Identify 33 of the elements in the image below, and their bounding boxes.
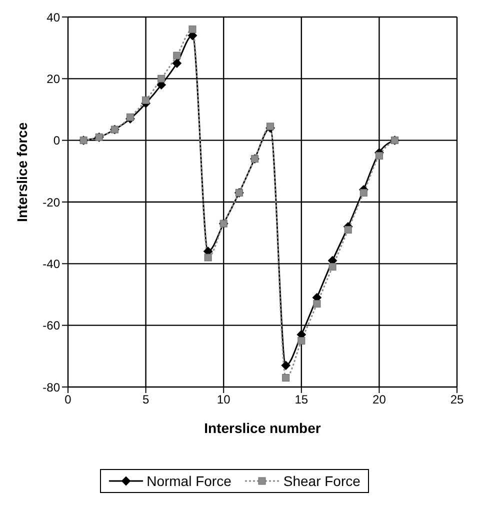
y-axis-title: Interslice force bbox=[14, 122, 30, 222]
legend-label: Shear Force bbox=[283, 473, 360, 489]
x-tick-label: 5 bbox=[142, 392, 150, 407]
point bbox=[204, 254, 212, 262]
point bbox=[126, 113, 134, 121]
point bbox=[142, 96, 150, 104]
y-tick-label: -40 bbox=[42, 256, 60, 271]
y-tick-label: -60 bbox=[42, 318, 60, 333]
point bbox=[328, 263, 336, 270]
y-tick-label: -80 bbox=[42, 380, 60, 394]
point bbox=[281, 360, 290, 370]
point bbox=[282, 374, 290, 382]
y-tick-label: -20 bbox=[42, 195, 60, 210]
point bbox=[375, 152, 383, 160]
point bbox=[158, 74, 166, 82]
x-tick-label: 15 bbox=[294, 392, 308, 407]
legend-label: Normal Force bbox=[146, 473, 232, 489]
x-tick-label: 10 bbox=[216, 392, 231, 407]
point bbox=[188, 26, 196, 34]
x-tick-label: 25 bbox=[450, 392, 464, 407]
point bbox=[298, 337, 306, 344]
point bbox=[313, 300, 321, 308]
x-axis-title: Interslice number bbox=[204, 420, 322, 436]
y-tick-label: 0 bbox=[53, 134, 60, 148]
y-tick-label: 40 bbox=[46, 10, 60, 24]
point bbox=[344, 226, 352, 234]
point bbox=[172, 58, 182, 68]
x-tick-label: 20 bbox=[372, 392, 386, 407]
point bbox=[173, 52, 181, 60]
x-tick-label: 0 bbox=[64, 392, 72, 407]
point bbox=[266, 122, 274, 130]
point bbox=[360, 189, 368, 196]
y-tick-label: 20 bbox=[46, 72, 60, 86]
